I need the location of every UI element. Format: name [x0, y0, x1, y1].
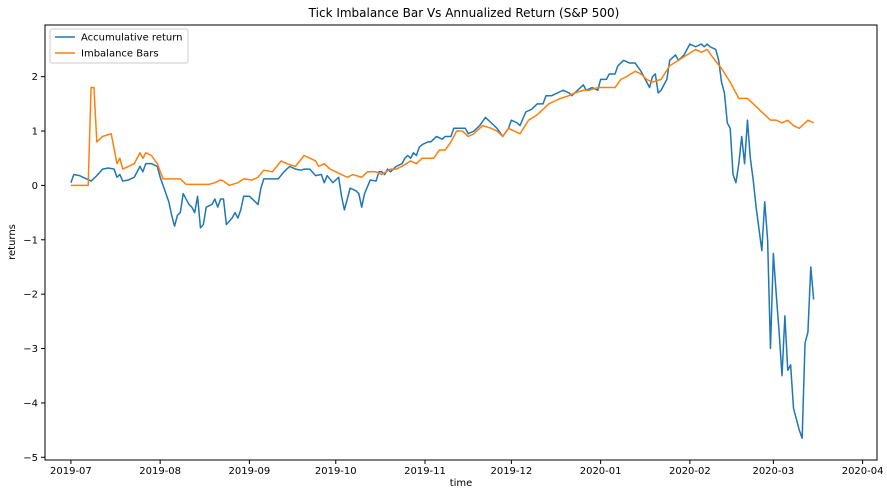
plot-series-group: [70, 43, 815, 439]
legend-entry: Accumulative return: [81, 33, 183, 44]
chart-title: Tick Imbalance Bar Vs Annualized Return …: [308, 6, 620, 20]
x-tick-label: 2019-10: [315, 466, 357, 477]
x-tick-label: 2019-07: [50, 466, 92, 477]
x-tick-label: 2020-04: [842, 466, 884, 477]
plot-frame: [44, 24, 878, 461]
legend-entry: Imbalance Bars: [81, 49, 159, 60]
series-line-1: [70, 43, 815, 439]
y-tick-label: −5: [23, 453, 38, 464]
y-axis-label: returns: [7, 224, 18, 260]
x-tick-label: 2019-12: [490, 466, 532, 477]
x-tick-label: 2019-09: [229, 466, 271, 477]
x-tick-label: 2020-02: [669, 466, 711, 477]
x-axis-label: time: [450, 478, 473, 489]
y-tick-label: −4: [23, 398, 38, 409]
y-axis: −5 −4 −3 −2 −1 0 1 2: [23, 72, 45, 464]
y-tick-label: 2: [32, 72, 38, 83]
x-tick-label: 2019-11: [404, 466, 446, 477]
legend: Accumulative return Imbalance Bars: [49, 28, 189, 64]
y-tick-label: 1: [32, 127, 38, 138]
y-tick-label: −2: [23, 290, 38, 301]
legend-box: [49, 28, 189, 64]
y-tick-label: −1: [23, 235, 38, 246]
x-tick-label: 2019-08: [139, 466, 181, 477]
y-tick-label: −3: [23, 344, 38, 355]
x-tick-label: 2020-03: [752, 466, 794, 477]
x-tick-label: 2020-01: [580, 466, 622, 477]
y-tick-label: 0: [32, 181, 38, 192]
x-axis: 2019-07 2019-08 2019-09 2019-10 2019-11 2019-…: [50, 460, 884, 477]
series-line-2: [70, 48, 814, 187]
